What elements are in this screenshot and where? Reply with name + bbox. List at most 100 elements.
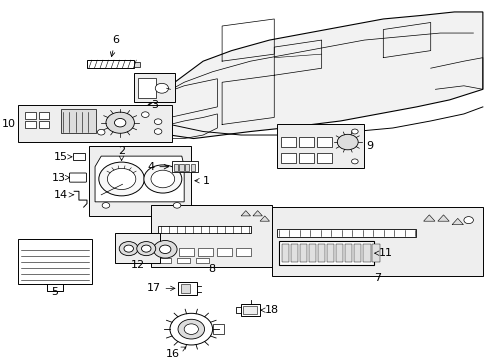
Bar — [290, 244, 298, 262]
Bar — [39, 112, 49, 119]
Circle shape — [337, 134, 357, 150]
Circle shape — [155, 83, 168, 93]
Text: 4: 4 — [147, 162, 168, 172]
Bar — [138, 78, 156, 98]
Text: 15: 15 — [54, 152, 72, 162]
Text: 10: 10 — [2, 118, 16, 129]
Bar — [279, 241, 373, 265]
Bar — [178, 282, 197, 295]
Polygon shape — [437, 215, 448, 221]
Text: 6: 6 — [110, 35, 119, 57]
Bar — [25, 121, 36, 128]
Bar — [39, 121, 49, 128]
Bar — [281, 244, 289, 262]
Circle shape — [351, 129, 357, 134]
Circle shape — [137, 242, 155, 256]
Bar — [212, 324, 224, 334]
Text: 12: 12 — [131, 260, 145, 270]
Circle shape — [351, 159, 357, 164]
Bar — [344, 244, 352, 262]
Bar — [276, 125, 364, 168]
Circle shape — [154, 119, 162, 125]
Circle shape — [463, 217, 472, 224]
Polygon shape — [95, 156, 184, 202]
Bar — [25, 112, 36, 119]
Bar — [181, 284, 189, 293]
Text: 17: 17 — [146, 283, 175, 293]
Polygon shape — [451, 219, 463, 225]
Bar — [281, 137, 295, 147]
Bar — [73, 153, 84, 160]
Circle shape — [106, 112, 134, 133]
Bar — [172, 161, 198, 172]
Circle shape — [178, 319, 204, 339]
Bar — [217, 248, 231, 256]
Polygon shape — [260, 216, 269, 221]
Bar — [18, 105, 172, 142]
Circle shape — [173, 203, 181, 208]
Bar — [179, 248, 193, 256]
Bar — [326, 244, 334, 262]
Text: 9: 9 — [366, 141, 373, 152]
Bar — [173, 163, 178, 171]
Text: 7: 7 — [373, 273, 380, 283]
Bar — [134, 73, 174, 102]
Text: 18: 18 — [260, 305, 278, 315]
Circle shape — [97, 129, 105, 135]
Circle shape — [153, 240, 177, 258]
Bar — [115, 234, 160, 264]
Text: 11: 11 — [374, 248, 392, 258]
Bar — [299, 137, 313, 147]
Bar — [236, 248, 250, 256]
Bar — [151, 205, 271, 267]
Polygon shape — [241, 211, 250, 216]
Polygon shape — [423, 215, 434, 221]
Text: 3: 3 — [151, 100, 158, 110]
Text: 8: 8 — [207, 264, 215, 274]
Bar — [158, 258, 171, 264]
Circle shape — [184, 324, 198, 334]
Circle shape — [119, 242, 138, 256]
Circle shape — [143, 165, 182, 193]
Circle shape — [170, 313, 212, 345]
Bar — [185, 163, 189, 171]
Bar — [281, 153, 295, 163]
Bar — [134, 62, 140, 67]
Bar — [177, 258, 190, 264]
Circle shape — [99, 162, 144, 196]
Circle shape — [154, 129, 162, 134]
Text: 1: 1 — [194, 176, 210, 186]
Polygon shape — [252, 211, 262, 216]
Circle shape — [141, 112, 149, 117]
Circle shape — [141, 245, 151, 252]
Bar — [179, 163, 183, 171]
Bar — [317, 137, 331, 147]
Circle shape — [124, 245, 133, 252]
Circle shape — [151, 170, 174, 188]
Circle shape — [114, 118, 125, 127]
Bar — [308, 244, 316, 262]
Circle shape — [102, 203, 109, 208]
Bar — [243, 306, 256, 314]
Text: 5: 5 — [51, 287, 59, 297]
Bar — [335, 244, 343, 262]
Text: 2: 2 — [118, 147, 125, 161]
FancyBboxPatch shape — [69, 173, 86, 182]
Bar — [87, 60, 134, 68]
Bar — [371, 244, 379, 262]
Bar — [18, 239, 92, 284]
Bar — [158, 226, 250, 234]
Bar — [271, 207, 482, 276]
Bar — [299, 153, 313, 163]
Circle shape — [107, 168, 136, 189]
Bar — [353, 244, 361, 262]
Bar — [317, 244, 325, 262]
Circle shape — [159, 245, 170, 253]
Bar — [61, 109, 96, 133]
Bar — [276, 229, 416, 237]
Bar — [241, 304, 260, 316]
Bar — [196, 258, 209, 264]
Bar — [362, 244, 370, 262]
Bar — [317, 153, 331, 163]
Bar — [198, 248, 212, 256]
